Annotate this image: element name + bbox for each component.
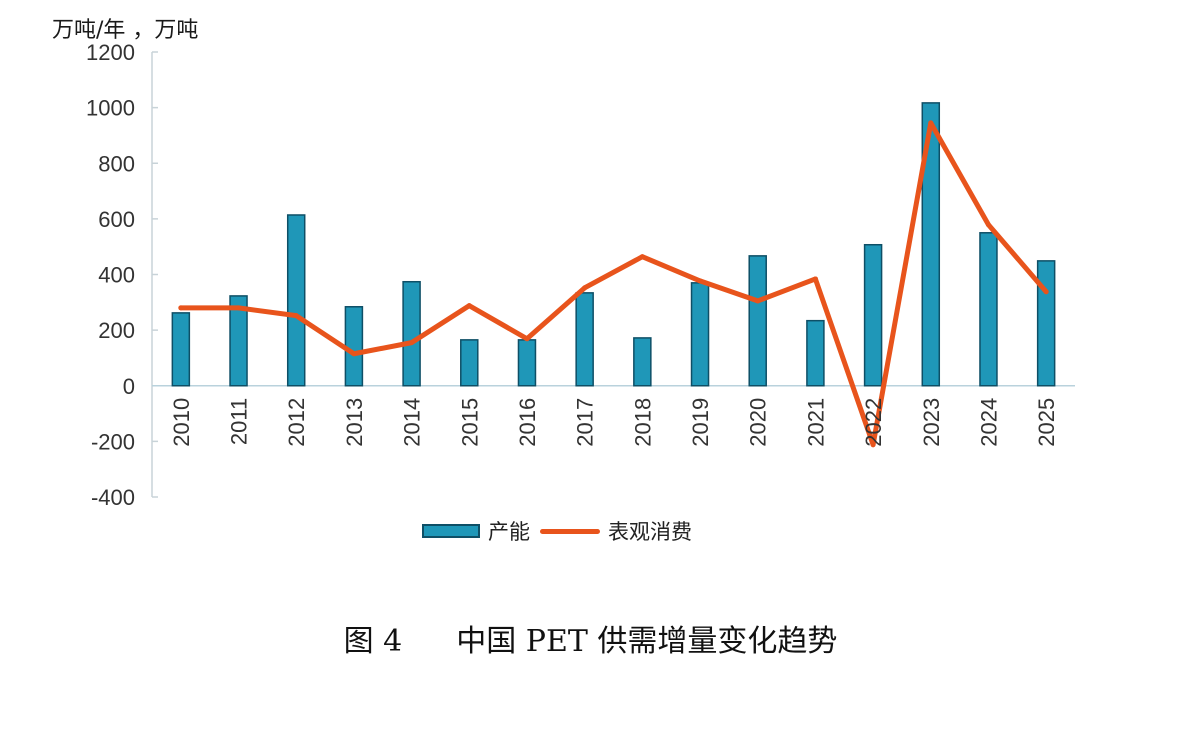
line-point bbox=[928, 120, 934, 126]
line-point bbox=[812, 276, 818, 282]
bar bbox=[171, 312, 191, 387]
bar bbox=[575, 292, 594, 387]
figure-title: 中国 PET 供需增量变化趋势 bbox=[456, 624, 838, 659]
x-tick-label: 2015 bbox=[457, 398, 482, 447]
y-tick-label: -400 bbox=[91, 485, 135, 510]
x-tick-label: 2017 bbox=[573, 398, 598, 447]
y-tick-label: 600 bbox=[98, 207, 135, 232]
x-tick-label: 2014 bbox=[400, 398, 425, 447]
line-point bbox=[639, 254, 645, 260]
x-tick-labels: 2010 2011 2012 2013 2014 2015 2016 2017 2018 2019… bbox=[169, 398, 1059, 447]
figure-number: 图 4 bbox=[343, 624, 403, 659]
x-tick-label: 2016 bbox=[515, 398, 540, 447]
x-tick-label: 2021 bbox=[803, 398, 828, 447]
bar bbox=[979, 232, 998, 387]
x-tick-label: 2018 bbox=[630, 398, 655, 447]
bar bbox=[806, 319, 825, 387]
line-point bbox=[524, 336, 530, 342]
line-point bbox=[985, 222, 991, 228]
bar bbox=[402, 280, 421, 387]
bar bbox=[1036, 260, 1056, 387]
x-tick-label: 2010 bbox=[169, 398, 194, 447]
legend: 产能 表观消费 bbox=[422, 516, 692, 546]
line-point bbox=[697, 278, 703, 284]
legend-swatch-consumption bbox=[540, 528, 600, 534]
y-tick-label: 400 bbox=[98, 263, 135, 288]
y-tick-label: 200 bbox=[98, 318, 135, 343]
bar bbox=[344, 306, 364, 387]
y-tick-label: 0 bbox=[123, 374, 135, 399]
x-tick-label: 2011 bbox=[227, 398, 252, 445]
x-tick-label: 2020 bbox=[746, 398, 771, 447]
x-tick-label: 2022 bbox=[861, 398, 886, 447]
line-point bbox=[409, 340, 415, 346]
line-point bbox=[1043, 289, 1049, 295]
x-tick-label: 2019 bbox=[688, 398, 713, 447]
line-point bbox=[870, 442, 876, 448]
legend-label-capacity: 产能 bbox=[488, 520, 530, 544]
bar bbox=[633, 337, 652, 387]
x-tick-label: 2025 bbox=[1034, 398, 1059, 447]
bar bbox=[460, 339, 479, 387]
x-tick-label: 2013 bbox=[342, 398, 367, 447]
y-tick-label: 1200 bbox=[86, 40, 135, 65]
bar bbox=[921, 102, 941, 387]
line-point bbox=[351, 351, 357, 357]
bar bbox=[690, 282, 710, 387]
bar bbox=[517, 339, 537, 387]
bar bbox=[286, 214, 306, 387]
x-tick-label: 2023 bbox=[919, 398, 944, 447]
line-point bbox=[293, 313, 299, 319]
legend-label-consumption: 表观消费 bbox=[608, 520, 692, 544]
bar bbox=[863, 243, 883, 387]
y-tick-label: 1000 bbox=[86, 96, 135, 121]
consumption-line bbox=[178, 120, 1049, 448]
line-point bbox=[466, 303, 472, 309]
y-axis-unit-label: 万吨/年 ，万吨 bbox=[52, 18, 199, 43]
line-series bbox=[178, 120, 1049, 448]
line-point bbox=[178, 305, 184, 311]
bar-series bbox=[171, 102, 1056, 387]
legend-swatch-capacity bbox=[422, 524, 480, 538]
bar bbox=[748, 255, 767, 387]
y-tick-label: 800 bbox=[98, 151, 135, 176]
x-tick-label: 2024 bbox=[976, 398, 1001, 447]
axes: 1200 1000 800 600 400 200 0 -200 -400 bbox=[86, 40, 1075, 510]
line-point bbox=[755, 298, 761, 304]
line-point bbox=[236, 305, 242, 311]
y-tick-label: -200 bbox=[91, 429, 135, 454]
bar bbox=[229, 295, 248, 387]
figure-caption: 图 4 中国 PET 供需增量变化趋势 bbox=[0, 616, 1181, 660]
line-point bbox=[582, 285, 588, 291]
x-tick-label: 2012 bbox=[284, 398, 309, 447]
